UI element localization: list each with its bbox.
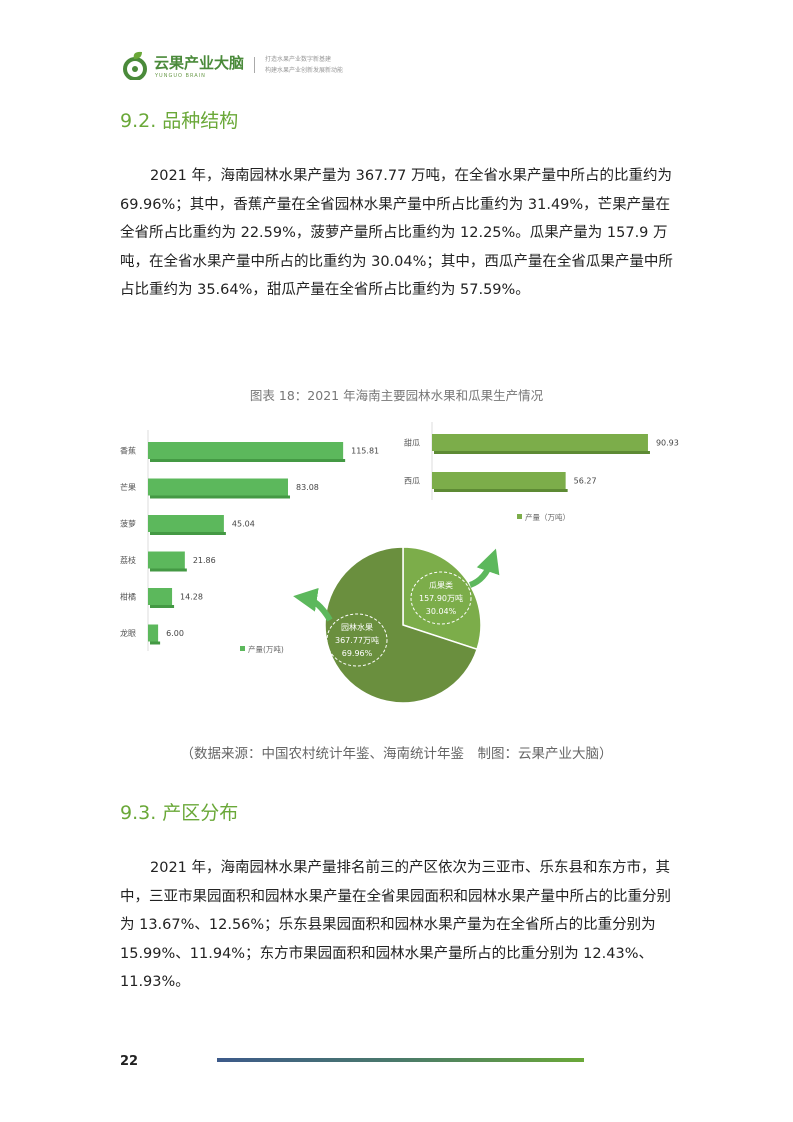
logo-icon [123, 51, 147, 80]
bar-shadow [434, 489, 568, 492]
tagline-2: 构建水果产业创新发展新动能 [265, 67, 344, 74]
page-number: 22 [120, 1054, 139, 1069]
logo-subtitle: YUNGUO BRAIN [155, 72, 206, 79]
bar [148, 551, 185, 569]
legend-swatch [517, 514, 522, 519]
bar [432, 472, 566, 489]
bar-category-label: 柑橘 [120, 592, 136, 602]
bar-value-label: 115.81 [351, 447, 379, 456]
arrow-right-icon [468, 548, 500, 588]
pie-label-ring [326, 613, 388, 667]
bar [148, 478, 288, 496]
bar-shadow [434, 451, 650, 454]
arrow-left-icon [293, 587, 333, 622]
bar-shadow [150, 568, 187, 572]
bar [148, 442, 344, 459]
legend-label: 产量（万吨） [525, 512, 570, 522]
legend-swatch [240, 646, 245, 651]
bar-shadow [150, 495, 290, 499]
section-title-9-2: 9.2. 品种结构 [120, 110, 239, 132]
bar-category-label: 荔枝 [120, 555, 136, 565]
pie-label-ring [410, 571, 472, 625]
bar-value-label: 14.28 [180, 593, 203, 602]
bar-value-label: 90.93 [656, 439, 679, 448]
bar-value-label: 6.00 [166, 629, 184, 638]
bar-value-label: 83.08 [296, 483, 319, 492]
logo-name: 云果产业大脑 [154, 53, 245, 72]
section-paragraph-9-3: 2021 年，海南园林水果产量排名前三的产区依次为三亚市、乐东县和东方市，其中，… [120, 860, 671, 990]
pie-label: 367.77万吨 [335, 635, 379, 645]
bar-category-label: 菠萝 [120, 519, 136, 529]
footer-bar [217, 1058, 584, 1062]
bar-shadow [150, 605, 175, 608]
pie-label: 园林水果 [341, 622, 373, 632]
figure-caption: 图表 18：2021 年海南主要园林水果和瓜果生产情况 [249, 388, 544, 403]
pie-label: 瓜果类 [429, 580, 453, 590]
bar-category-label: 西瓜 [404, 477, 420, 486]
bar-shadow [150, 532, 226, 535]
bar [148, 515, 224, 532]
pie-label: 69.96% [342, 649, 373, 658]
bar-value-label: 21.86 [193, 556, 216, 565]
bar-category-label: 香蕉 [120, 446, 136, 456]
legend-label: 产量(万吨) [248, 644, 284, 654]
bar [148, 624, 159, 642]
pie-slice [402, 546, 482, 651]
bar [148, 588, 173, 605]
figure-chart: 香蕉 115.81 芒果 83.08 菠萝 45.04 荔枝 21.86 柑橘 14.28 龙眼 6.… [120, 422, 679, 704]
bar-value-label: 45.04 [232, 520, 255, 529]
bar-category-label: 龙眼 [120, 628, 136, 638]
bar-value-label: 56.27 [574, 477, 597, 486]
bar-category-label: 甜瓜 [404, 438, 420, 448]
figure-source: （数据来源：中国农村统计年鉴、海南统计年鉴 制图：云果产业大脑） [180, 746, 613, 762]
pie-label: 30.04% [426, 607, 457, 616]
bar-category-label: 芒果 [120, 482, 136, 492]
section-paragraph-9-2: 2021 年，海南园林水果产量为 367.77 万吨，在全省水果产量中所占的比重… [120, 168, 673, 298]
tagline-1: 打造水果产业数字新基建 [265, 56, 332, 63]
divider [254, 57, 256, 73]
section-title-9-3: 9.3. 产区分布 [120, 802, 239, 824]
pie-slice [324, 546, 479, 704]
bar-shadow [150, 641, 161, 645]
bar [432, 434, 648, 451]
header-logo: 云果产业大脑 YUNGUO BRAIN 打造水果产业数字新基建 构建水果产业创新… [122, 50, 343, 80]
pie-label: 157.90万吨 [419, 593, 463, 603]
bar-shadow [150, 459, 346, 462]
